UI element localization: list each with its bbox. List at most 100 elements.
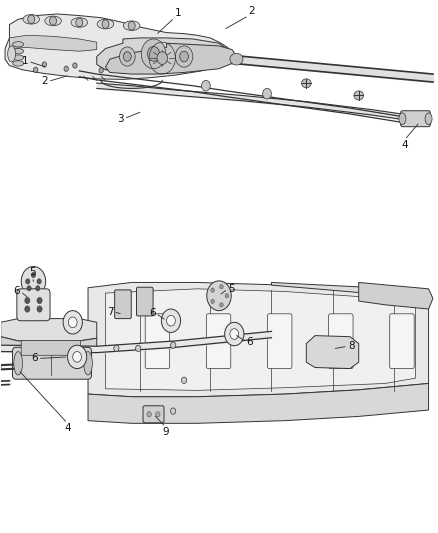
Ellipse shape xyxy=(14,352,22,375)
Circle shape xyxy=(136,345,141,352)
Circle shape xyxy=(211,299,214,303)
Polygon shape xyxy=(10,35,97,51)
Polygon shape xyxy=(88,282,428,397)
Ellipse shape xyxy=(45,16,61,26)
Ellipse shape xyxy=(97,19,114,29)
Text: 8: 8 xyxy=(348,341,354,351)
Circle shape xyxy=(230,329,239,340)
Ellipse shape xyxy=(0,365,1,370)
Circle shape xyxy=(148,46,159,61)
Text: 4: 4 xyxy=(64,423,71,433)
Circle shape xyxy=(64,66,68,71)
Circle shape xyxy=(128,21,135,30)
FancyBboxPatch shape xyxy=(145,314,170,368)
Circle shape xyxy=(73,352,81,362)
Polygon shape xyxy=(97,38,228,71)
Circle shape xyxy=(207,281,231,311)
Circle shape xyxy=(67,345,87,368)
Text: 9: 9 xyxy=(162,427,169,437)
Polygon shape xyxy=(88,383,428,423)
Circle shape xyxy=(155,411,160,417)
Circle shape xyxy=(141,39,166,69)
Circle shape xyxy=(49,17,57,25)
Circle shape xyxy=(166,316,175,326)
Circle shape xyxy=(180,51,188,62)
Text: 6: 6 xyxy=(31,353,38,364)
Circle shape xyxy=(120,47,135,66)
Polygon shape xyxy=(5,14,232,79)
FancyBboxPatch shape xyxy=(206,314,231,368)
Text: 1: 1 xyxy=(174,7,181,18)
Ellipse shape xyxy=(8,46,15,62)
Circle shape xyxy=(99,68,103,73)
Circle shape xyxy=(68,317,77,328)
Circle shape xyxy=(25,306,30,312)
Circle shape xyxy=(175,46,193,67)
Ellipse shape xyxy=(230,53,243,65)
Circle shape xyxy=(181,377,187,383)
Circle shape xyxy=(124,52,131,61)
Circle shape xyxy=(31,272,35,278)
Text: 6: 6 xyxy=(247,337,253,347)
Circle shape xyxy=(33,67,38,72)
Circle shape xyxy=(201,80,210,91)
Text: 6: 6 xyxy=(14,286,20,296)
Circle shape xyxy=(220,285,223,289)
Ellipse shape xyxy=(84,352,92,375)
FancyBboxPatch shape xyxy=(143,406,164,423)
Text: 6: 6 xyxy=(149,308,155,318)
Polygon shape xyxy=(1,319,97,341)
Polygon shape xyxy=(106,43,237,74)
Circle shape xyxy=(25,297,30,304)
Circle shape xyxy=(147,411,151,417)
Circle shape xyxy=(225,322,244,346)
Ellipse shape xyxy=(301,79,311,88)
Text: 5: 5 xyxy=(228,284,234,294)
Circle shape xyxy=(76,18,83,27)
Text: 2: 2 xyxy=(41,77,48,86)
Circle shape xyxy=(63,311,82,334)
Circle shape xyxy=(73,63,77,68)
Polygon shape xyxy=(272,282,428,298)
Text: 7: 7 xyxy=(107,306,113,317)
Polygon shape xyxy=(1,337,97,352)
Ellipse shape xyxy=(399,113,406,125)
Circle shape xyxy=(37,297,42,304)
Circle shape xyxy=(170,408,176,414)
Text: 1: 1 xyxy=(21,56,28,66)
FancyBboxPatch shape xyxy=(115,290,131,319)
Circle shape xyxy=(35,286,40,291)
Circle shape xyxy=(157,52,167,64)
Ellipse shape xyxy=(425,113,432,125)
Circle shape xyxy=(211,288,214,292)
FancyBboxPatch shape xyxy=(17,289,50,321)
Circle shape xyxy=(37,279,41,284)
Ellipse shape xyxy=(13,55,24,60)
Ellipse shape xyxy=(13,49,24,54)
Text: 5: 5 xyxy=(29,267,35,277)
Ellipse shape xyxy=(13,42,24,47)
Text: 3: 3 xyxy=(117,114,124,124)
FancyBboxPatch shape xyxy=(328,314,353,368)
FancyBboxPatch shape xyxy=(12,348,92,379)
Circle shape xyxy=(21,266,46,296)
FancyBboxPatch shape xyxy=(390,314,414,368)
Circle shape xyxy=(28,15,35,23)
FancyBboxPatch shape xyxy=(21,341,81,356)
Ellipse shape xyxy=(124,21,140,30)
Ellipse shape xyxy=(23,14,39,24)
Polygon shape xyxy=(306,336,359,368)
Circle shape xyxy=(114,345,119,352)
Ellipse shape xyxy=(13,61,24,66)
Circle shape xyxy=(263,88,272,99)
Circle shape xyxy=(27,286,31,291)
Circle shape xyxy=(225,294,229,298)
Text: 2: 2 xyxy=(249,5,255,15)
Text: 4: 4 xyxy=(401,140,408,150)
Circle shape xyxy=(42,62,46,67)
Polygon shape xyxy=(359,282,433,309)
FancyBboxPatch shape xyxy=(401,111,430,127)
Circle shape xyxy=(37,306,42,312)
Ellipse shape xyxy=(354,91,364,100)
Ellipse shape xyxy=(71,18,88,27)
